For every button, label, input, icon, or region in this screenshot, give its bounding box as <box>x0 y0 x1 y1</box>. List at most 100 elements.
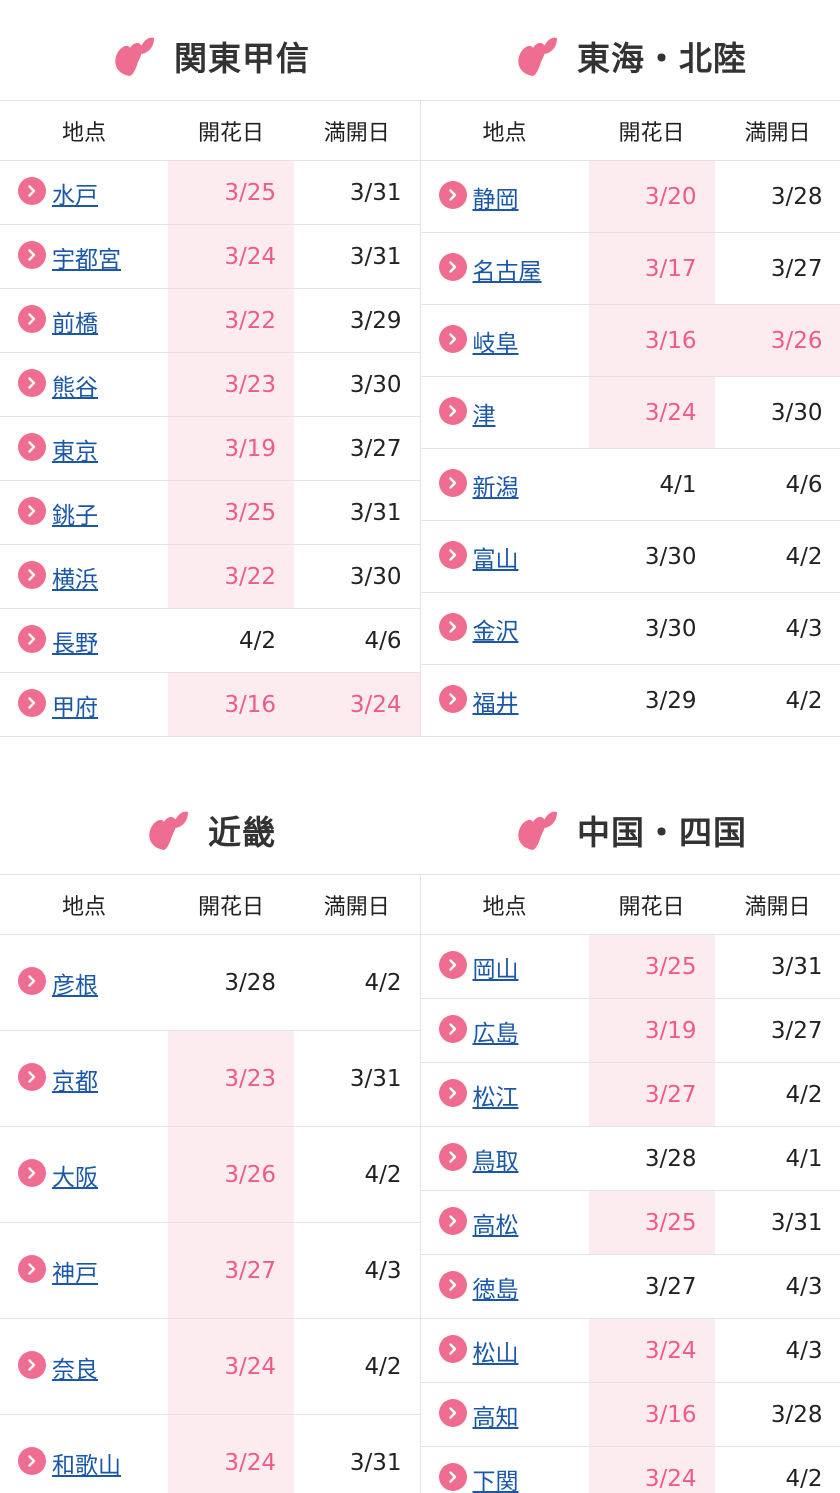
place-link[interactable]: 高知 <box>438 1398 519 1432</box>
place-link[interactable]: 下関 <box>438 1462 519 1493</box>
place-name[interactable]: 名古屋 <box>472 258 542 285</box>
place-name[interactable]: 前橋 <box>52 310 98 337</box>
table-row: 福井 3/29 4/2 <box>420 664 840 737</box>
place-link[interactable]: 和歌山 <box>18 1446 121 1480</box>
place-link[interactable]: 横浜 <box>18 560 98 594</box>
full-bloom-date: 4/2 <box>294 934 420 1031</box>
place-name[interactable]: 静岡 <box>472 186 519 213</box>
place-link[interactable]: 東京 <box>18 432 98 466</box>
region-header-kinki: 近畿 <box>0 774 420 874</box>
place-name[interactable]: 金沢 <box>472 618 519 645</box>
place-link[interactable]: 岡山 <box>438 950 519 984</box>
place-link[interactable]: 高松 <box>438 1206 519 1240</box>
chevron-right-icon <box>438 252 467 281</box>
table-row: 新潟 4/1 4/6 <box>420 448 840 521</box>
place-link[interactable]: 前橋 <box>18 304 98 338</box>
place-name[interactable]: 横浜 <box>52 566 98 593</box>
place-name[interactable]: 高知 <box>472 1404 519 1431</box>
place-name[interactable]: 富山 <box>472 546 519 573</box>
place-name[interactable]: 新潟 <box>472 474 519 501</box>
place-link[interactable]: 松江 <box>438 1078 519 1112</box>
place-name[interactable]: 水戸 <box>52 182 98 209</box>
place-link[interactable]: 富山 <box>438 540 519 574</box>
place-name[interactable]: 松江 <box>472 1084 519 1111</box>
place-name[interactable]: 下関 <box>472 1468 519 1493</box>
place-name[interactable]: 鳥取 <box>472 1148 519 1175</box>
place-link[interactable]: 京都 <box>18 1062 98 1096</box>
place-name[interactable]: 徳島 <box>472 1276 519 1303</box>
table-row: 東京 3/19 3/27 <box>0 416 420 481</box>
place-cell: 金沢 <box>420 592 589 665</box>
place-name[interactable]: 甲府 <box>52 694 98 721</box>
place-name[interactable]: 岐阜 <box>472 330 519 357</box>
bloom-date: 3/16 <box>588 304 715 377</box>
bloom-date: 3/24 <box>168 224 294 289</box>
full-bloom-date: 4/3 <box>714 1254 840 1319</box>
place-link[interactable]: 金沢 <box>438 612 519 646</box>
place-link[interactable]: 鳥取 <box>438 1142 519 1176</box>
full-bloom-date: 3/27 <box>714 232 840 305</box>
region-headers: 近畿 中国・四国 <box>0 774 840 874</box>
place-name[interactable]: 大阪 <box>52 1164 98 1191</box>
place-link[interactable]: 徳島 <box>438 1270 519 1304</box>
place-name[interactable]: 広島 <box>472 1020 519 1047</box>
header-full: 満開日 <box>714 874 840 935</box>
place-name[interactable]: 津 <box>472 402 496 429</box>
place-name[interactable]: 松山 <box>472 1340 519 1367</box>
chevron-right-icon <box>18 368 46 397</box>
place-link[interactable]: 神戸 <box>18 1254 98 1288</box>
place-link[interactable]: 名古屋 <box>438 252 542 286</box>
place-link[interactable]: 岐阜 <box>438 324 519 358</box>
full-bloom-date: 4/2 <box>294 1318 420 1415</box>
place-name[interactable]: 京都 <box>52 1068 98 1095</box>
full-bloom-date: 3/31 <box>294 1030 420 1127</box>
place-name[interactable]: 東京 <box>52 438 98 465</box>
place-link[interactable]: 津 <box>438 396 496 430</box>
table-row: 大阪 3/26 4/2 <box>0 1126 420 1223</box>
place-link[interactable]: 熊谷 <box>18 368 98 402</box>
place-name[interactable]: 熊谷 <box>52 374 98 401</box>
place-name[interactable]: 彦根 <box>52 972 98 999</box>
place-link[interactable]: 甲府 <box>18 688 98 722</box>
bloom-date: 3/27 <box>588 1254 715 1319</box>
place-link[interactable]: 銚子 <box>18 496 98 530</box>
place-link[interactable]: 新潟 <box>438 468 519 502</box>
full-bloom-date: 3/27 <box>294 416 420 481</box>
place-name[interactable]: 宇都宮 <box>52 246 121 273</box>
full-bloom-date: 3/30 <box>714 376 840 449</box>
place-link[interactable]: 静岡 <box>438 180 519 214</box>
bloom-date: 3/27 <box>588 1062 715 1127</box>
table-row: 神戸 3/27 4/3 <box>0 1222 420 1319</box>
place-link[interactable]: 水戸 <box>18 176 98 210</box>
place-cell: 宇都宮 <box>0 224 168 289</box>
place-name[interactable]: 福井 <box>472 690 519 717</box>
place-name[interactable]: 銚子 <box>52 502 98 529</box>
place-cell: 福井 <box>420 664 589 737</box>
bloom-date: 3/30 <box>588 592 715 665</box>
table-row: 名古屋 3/17 3/27 <box>420 232 840 305</box>
bloom-date: 3/20 <box>588 160 715 233</box>
place-link[interactable]: 宇都宮 <box>18 240 121 274</box>
chevron-right-icon <box>438 1078 467 1107</box>
place-link[interactable]: 松山 <box>438 1334 519 1368</box>
place-name[interactable]: 和歌山 <box>52 1452 121 1479</box>
chevron-right-icon <box>438 324 467 353</box>
place-name[interactable]: 岡山 <box>472 956 519 983</box>
place-link[interactable]: 広島 <box>438 1014 519 1048</box>
place-link[interactable]: 彦根 <box>18 966 98 1000</box>
table-row: 宇都宮 3/24 3/31 <box>0 224 420 289</box>
place-name[interactable]: 奈良 <box>52 1356 98 1383</box>
full-bloom-date: 3/24 <box>294 672 420 737</box>
place-cell: 和歌山 <box>0 1414 168 1493</box>
place-name[interactable]: 神戸 <box>52 1260 98 1287</box>
place-link[interactable]: 福井 <box>438 684 519 718</box>
chevron-right-icon <box>438 1206 467 1235</box>
table-header-row: 地点 開花日 満開日 <box>420 874 840 935</box>
place-link[interactable]: 大阪 <box>18 1158 98 1192</box>
place-link[interactable]: 長野 <box>18 624 98 658</box>
place-name[interactable]: 長野 <box>52 630 98 657</box>
place-name[interactable]: 高松 <box>472 1212 519 1239</box>
sakura-petal-icon <box>518 811 557 850</box>
place-cell: 水戸 <box>0 160 168 225</box>
place-link[interactable]: 奈良 <box>18 1350 98 1384</box>
